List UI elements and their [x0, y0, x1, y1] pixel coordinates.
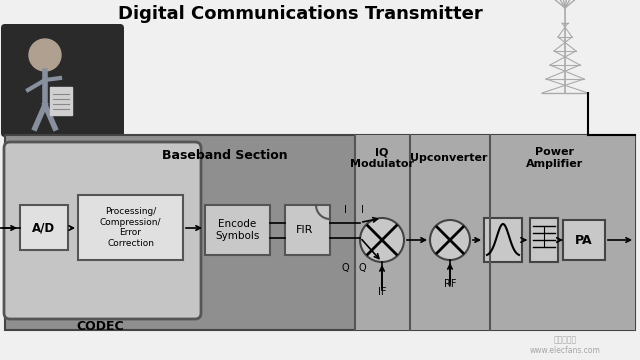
FancyBboxPatch shape	[1, 24, 124, 137]
Text: Encode
Symbols: Encode Symbols	[215, 219, 260, 241]
Text: Q: Q	[341, 263, 349, 273]
FancyBboxPatch shape	[4, 142, 201, 319]
Text: I: I	[344, 205, 346, 215]
Text: Baseband Section: Baseband Section	[162, 149, 288, 162]
Text: 电子发烧友
www.elecfans.com: 电子发烧友 www.elecfans.com	[529, 335, 600, 355]
Text: PA: PA	[575, 234, 593, 247]
Text: IF: IF	[378, 287, 387, 297]
Text: FIR: FIR	[296, 225, 313, 235]
Bar	[490, 135, 635, 330]
Text: Upconverter: Upconverter	[410, 153, 488, 163]
Bar	[20, 205, 68, 250]
Text: I: I	[360, 205, 364, 215]
Text: Q: Q	[358, 263, 366, 273]
Bar	[410, 135, 490, 330]
Text: CODEC: CODEC	[76, 320, 124, 333]
Bar	[50, 87, 72, 115]
Text: A/D: A/D	[33, 221, 56, 234]
Text: Power
Amplifier: Power Amplifier	[526, 147, 584, 169]
Circle shape	[360, 218, 404, 262]
Bar	[78, 195, 183, 260]
Bar	[5, 135, 635, 330]
Text: IQ
Modulator: IQ Modulator	[350, 147, 414, 169]
Circle shape	[29, 39, 61, 71]
Bar	[285, 205, 330, 255]
Circle shape	[430, 220, 470, 260]
Bar	[484, 218, 522, 262]
Text: RF: RF	[444, 279, 456, 289]
Text: Processing/
Compression/
Error
Correction: Processing/ Compression/ Error Correctio…	[100, 207, 161, 248]
Bar	[563, 220, 605, 260]
Bar	[530, 218, 558, 262]
Bar	[205, 205, 270, 255]
Text: Digital Communications Transmitter: Digital Communications Transmitter	[118, 5, 483, 23]
Bar	[355, 135, 410, 330]
